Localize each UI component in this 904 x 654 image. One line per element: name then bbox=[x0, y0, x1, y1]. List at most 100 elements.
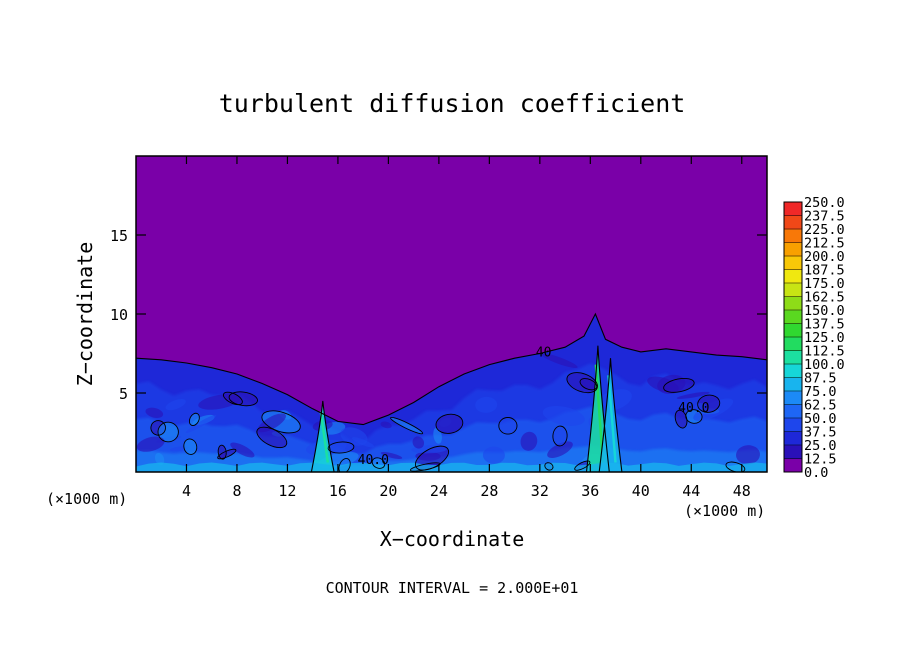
contour-eddy bbox=[183, 438, 198, 455]
x-tick-label-10: 44 bbox=[682, 482, 700, 500]
contour-eddy bbox=[261, 410, 301, 434]
contour-eddy bbox=[663, 378, 695, 393]
colorbar-swatch-18 bbox=[784, 215, 802, 230]
eddy bbox=[340, 427, 368, 446]
contour-eddy bbox=[338, 458, 351, 472]
colorbar-label-1: 12.5 bbox=[804, 452, 837, 468]
contour-eddy bbox=[150, 420, 166, 436]
plume-contour-1 bbox=[585, 345, 610, 472]
x-tick-label-3: 16 bbox=[329, 482, 347, 500]
x-axis-ticks: 4 8 12 16 20 24 28 32 36 40 44 48 bbox=[182, 156, 751, 500]
colorbar-swatch-10 bbox=[784, 323, 802, 338]
x-tick-label-8: 36 bbox=[581, 482, 599, 500]
eddy bbox=[183, 438, 197, 455]
eddy bbox=[675, 410, 687, 429]
eddy bbox=[647, 376, 679, 393]
eddy bbox=[435, 414, 463, 434]
x-tick-label-2: 12 bbox=[278, 482, 296, 500]
eddy bbox=[540, 353, 578, 369]
colorbar-label-11: 137.5 bbox=[804, 317, 845, 333]
colorbar-label-5: 62.5 bbox=[804, 398, 837, 414]
contour-eddy bbox=[390, 416, 424, 435]
eddy bbox=[229, 391, 258, 406]
colorbar-label-3: 37.5 bbox=[804, 425, 837, 441]
colorbar-label-10: 125.0 bbox=[804, 330, 845, 346]
colorbar-swatch-12 bbox=[784, 296, 802, 311]
contour-eddy bbox=[217, 444, 227, 460]
colorbar: 0.012.525.037.550.062.575.087.5100.0112.… bbox=[783, 195, 845, 481]
x-tick-label-9: 40 bbox=[632, 482, 650, 500]
y-tick-label-2: 15 bbox=[110, 227, 128, 245]
x-tick-label-1: 8 bbox=[232, 482, 241, 500]
x-tick-label-5: 24 bbox=[430, 482, 448, 500]
y-tick-label-1: 10 bbox=[110, 306, 128, 324]
x-unit-right: (×1000 m) bbox=[684, 502, 765, 520]
colorbar-swatch-2 bbox=[784, 431, 802, 446]
colorbar-label-8: 100.0 bbox=[804, 357, 845, 373]
eddy bbox=[217, 449, 236, 459]
contour-eddy bbox=[157, 421, 179, 443]
eddy bbox=[158, 422, 179, 442]
eddy bbox=[736, 445, 760, 465]
contour-eddy bbox=[222, 391, 243, 406]
eddy bbox=[498, 417, 517, 435]
plume-contour-0 bbox=[310, 400, 335, 472]
eddy bbox=[185, 414, 217, 433]
x-tick-label-4: 20 bbox=[379, 482, 397, 500]
colorbar-swatch-1 bbox=[784, 445, 802, 459]
contour-eddy bbox=[435, 413, 464, 434]
colorbar-swatch-4 bbox=[784, 404, 802, 419]
colorbar-swatch-14 bbox=[784, 269, 802, 284]
colorbar-swatch-7 bbox=[784, 364, 802, 378]
y-axis-ticks: 5 10 15 bbox=[110, 227, 767, 403]
contour-eddy bbox=[552, 425, 568, 447]
x-tick-label-11: 48 bbox=[733, 482, 751, 500]
contour-labels: 40.0 40.0 40 bbox=[358, 346, 710, 468]
eddy bbox=[390, 417, 423, 434]
x-tick-label-7: 32 bbox=[531, 482, 549, 500]
colorbar-swatch-11 bbox=[784, 310, 802, 324]
colorbar-label-4: 50.0 bbox=[804, 411, 837, 427]
y-tick-label-0: 5 bbox=[119, 385, 128, 403]
x-tick-label-6: 28 bbox=[480, 482, 498, 500]
colorbar-label-6: 75.0 bbox=[804, 384, 837, 400]
colorbar-swatch-5 bbox=[784, 391, 802, 405]
colorbar-label-16: 200.0 bbox=[804, 249, 845, 265]
colorbar-swatch-6 bbox=[784, 377, 802, 392]
colorbar-label-0: 0.0 bbox=[804, 465, 828, 481]
colorbar-label-15: 187.5 bbox=[804, 263, 845, 279]
eddy bbox=[475, 396, 498, 413]
contour-eddy bbox=[498, 417, 518, 435]
colorbar-swatch-0 bbox=[784, 458, 802, 473]
x-tick-label-0: 4 bbox=[182, 482, 191, 500]
colorbar-label-18: 225.0 bbox=[804, 222, 845, 238]
colorbar-label-9: 112.5 bbox=[804, 344, 845, 360]
colorbar-label-17: 212.5 bbox=[804, 236, 845, 252]
contour-eddy bbox=[579, 378, 598, 391]
contour-eddy bbox=[566, 372, 598, 394]
eddy bbox=[482, 446, 505, 464]
eddy bbox=[256, 427, 287, 448]
contour-interval-note: CONTOUR INTERVAL = 2.000E+01 bbox=[326, 579, 579, 597]
eddy bbox=[547, 441, 573, 458]
x-axis-label: X−coordinate bbox=[380, 527, 525, 551]
colorbar-swatch-16 bbox=[784, 242, 802, 257]
plume-0 bbox=[311, 400, 335, 472]
colorbar-swatch-8 bbox=[784, 350, 802, 365]
eddy bbox=[676, 391, 710, 399]
contour-eddy bbox=[409, 462, 441, 472]
colorbar-label-14: 175.0 bbox=[804, 276, 845, 292]
colorbar-swatch-15 bbox=[784, 256, 802, 270]
eddy bbox=[165, 398, 186, 411]
colorbar-label-20: 250.0 bbox=[804, 195, 845, 211]
plume-core-0 bbox=[319, 411, 330, 463]
colorbar-swatch-19 bbox=[784, 202, 802, 216]
eddy bbox=[520, 431, 538, 451]
eddy bbox=[380, 421, 392, 429]
colorbar-label-2: 25.0 bbox=[804, 438, 837, 454]
contour-lines bbox=[136, 312, 767, 472]
contour-eddy bbox=[544, 462, 554, 471]
colorbar-swatch-17 bbox=[784, 229, 802, 243]
colorbar-label-12: 150.0 bbox=[804, 303, 845, 319]
